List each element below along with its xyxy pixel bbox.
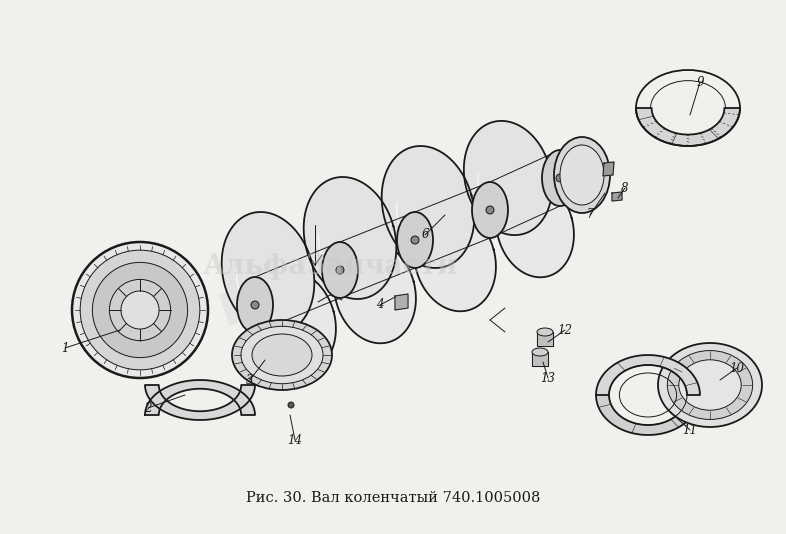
- Polygon shape: [145, 380, 255, 415]
- Ellipse shape: [537, 328, 553, 336]
- Polygon shape: [612, 192, 622, 201]
- Polygon shape: [222, 212, 314, 334]
- Ellipse shape: [322, 242, 358, 298]
- Polygon shape: [220, 152, 582, 325]
- Ellipse shape: [411, 236, 419, 244]
- Text: АльфаЗапчасти: АльфаЗапчасти: [203, 254, 457, 280]
- Ellipse shape: [121, 291, 159, 329]
- Ellipse shape: [667, 350, 753, 419]
- Ellipse shape: [472, 182, 508, 238]
- Polygon shape: [603, 162, 614, 176]
- Polygon shape: [254, 271, 336, 373]
- Ellipse shape: [542, 150, 578, 206]
- Text: 8: 8: [621, 182, 629, 194]
- Ellipse shape: [532, 348, 548, 356]
- Ellipse shape: [93, 262, 188, 358]
- Ellipse shape: [237, 277, 273, 333]
- Ellipse shape: [232, 320, 332, 390]
- Polygon shape: [537, 332, 553, 346]
- Polygon shape: [382, 146, 474, 268]
- Polygon shape: [464, 121, 552, 235]
- Text: 2: 2: [145, 402, 152, 414]
- Polygon shape: [532, 352, 548, 366]
- Ellipse shape: [554, 137, 610, 213]
- Text: Рис. 30. Вал коленчатый 740.1005008: Рис. 30. Вал коленчатый 740.1005008: [246, 491, 540, 505]
- Text: 12: 12: [557, 324, 572, 336]
- Text: 1: 1: [61, 342, 68, 355]
- Ellipse shape: [486, 206, 494, 214]
- Ellipse shape: [80, 250, 200, 370]
- Polygon shape: [395, 294, 408, 310]
- Text: 10: 10: [729, 362, 744, 374]
- Ellipse shape: [556, 174, 564, 182]
- Text: 3: 3: [246, 373, 254, 387]
- Ellipse shape: [336, 266, 344, 274]
- Ellipse shape: [241, 326, 323, 384]
- Ellipse shape: [679, 360, 741, 410]
- Polygon shape: [303, 177, 396, 299]
- Polygon shape: [596, 395, 700, 435]
- Polygon shape: [596, 355, 700, 395]
- Ellipse shape: [288, 402, 294, 408]
- Text: 4: 4: [376, 299, 384, 311]
- Text: 6: 6: [421, 229, 428, 241]
- Ellipse shape: [252, 334, 312, 376]
- Polygon shape: [145, 385, 255, 420]
- Text: 7: 7: [586, 208, 593, 222]
- Ellipse shape: [397, 212, 433, 268]
- Ellipse shape: [560, 145, 604, 205]
- Polygon shape: [414, 209, 496, 311]
- Polygon shape: [334, 241, 416, 343]
- Polygon shape: [636, 108, 740, 146]
- Text: 13: 13: [541, 372, 556, 384]
- Ellipse shape: [109, 279, 171, 341]
- Text: 9: 9: [696, 75, 703, 89]
- Text: 11: 11: [682, 423, 697, 436]
- Text: 14: 14: [288, 434, 303, 446]
- Ellipse shape: [658, 343, 762, 427]
- Ellipse shape: [251, 301, 259, 309]
- Polygon shape: [496, 179, 574, 277]
- Ellipse shape: [72, 242, 208, 378]
